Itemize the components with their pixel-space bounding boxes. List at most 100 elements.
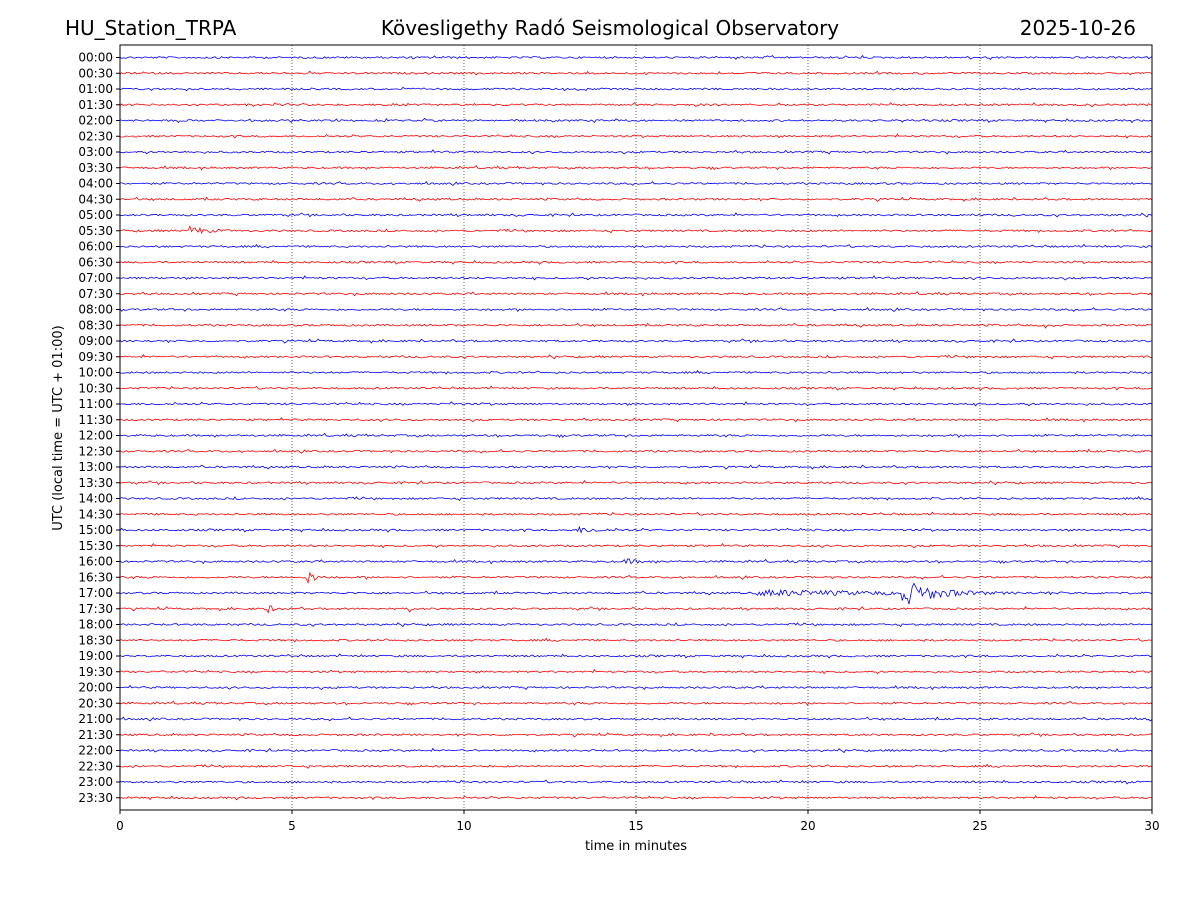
trace-2000 [119,684,1153,691]
trace-0900 [119,338,1153,344]
trace-0830 [119,322,1153,329]
x-tick-label: 15 [628,819,643,833]
trace-2130 [119,732,1153,738]
station-title: HU_Station_TRPA [65,16,237,40]
traces [119,54,1153,801]
x-tick-label: 20 [800,819,815,833]
y-tick-label: 06:00 [78,240,113,254]
y-tick-label: 15:30 [78,539,113,553]
trace-0530 [119,225,1153,235]
y-tick-label: 10:00 [78,366,113,380]
trace-1400 [119,496,1153,502]
trace-0730 [119,291,1153,297]
y-tick-label: 14:30 [78,507,113,521]
y-tick-label: 06:30 [78,255,113,269]
y-tick-label: 04:00 [78,177,113,191]
y-tick-label: 19:30 [78,665,113,679]
trace-1630 [119,571,1153,585]
trace-0430 [119,196,1153,202]
y-tick-label: 21:30 [78,728,113,742]
y-tick-label: 08:30 [78,318,113,332]
y-tick-label: 10:30 [78,381,113,395]
y-tick-label: 01:00 [78,82,113,96]
y-tick-label: 05:30 [78,224,113,238]
y-tick-label: 17:30 [78,602,113,616]
y-tick-label: 16:30 [78,570,113,584]
grid-lines [291,45,981,810]
x-tick-label: 5 [288,819,296,833]
trace-1030 [120,385,1153,391]
trace-1730 [119,605,1153,614]
y-tick-label: 02:00 [78,114,113,128]
trace-0200 [119,117,1153,124]
y-tick-label: 09:30 [78,350,113,364]
y-tick-label: 00:00 [78,51,113,65]
x-tick-label: 10 [456,819,471,833]
trace-0330 [119,165,1153,171]
y-tick-label: 15:00 [78,523,113,537]
trace-0500 [119,212,1153,218]
trace-2230 [119,763,1153,769]
y-tick-label: 20:30 [78,696,113,710]
y-tick-label: 18:00 [78,618,113,632]
trace-0600 [119,243,1153,249]
trace-1100 [119,401,1153,407]
y-tick-label: 12:30 [78,444,113,458]
x-tick-label: 0 [116,819,124,833]
y-tick-label: 03:30 [78,161,113,175]
trace-0800 [119,307,1153,313]
trace-1700 [119,582,1153,605]
y-tick-label: 22:30 [78,759,113,773]
y-tick-label: 19:00 [78,649,113,663]
trace-1230 [119,448,1153,454]
trace-1330 [119,480,1153,486]
trace-2300 [119,779,1153,785]
y-tick-label: 17:00 [78,586,113,600]
trace-0700 [119,275,1153,281]
y-tick-label: 00:30 [78,66,113,80]
trace-1800 [119,622,1153,628]
y-tick-label: 01:30 [78,98,113,112]
y-tick-label: 02:30 [78,129,113,143]
trace-0300 [119,149,1153,155]
observatory-title: Kövesligethy Radó Seismological Observat… [381,16,839,40]
date-title: 2025-10-26 [1020,16,1136,40]
x-ticks: 0 5 10 15 20 25 30 [116,810,1160,833]
y-tick-label: 07:00 [78,271,113,285]
y-tick-label: 23:00 [78,775,113,789]
trace-1930 [119,669,1153,675]
trace-2200 [119,747,1153,754]
y-tick-label: 16:00 [78,555,113,569]
y-tick-label: 23:30 [78,791,113,805]
trace-1900 [119,653,1153,659]
trace-1300 [119,464,1153,470]
trace-0030 [119,70,1153,76]
trace-0230 [119,133,1153,139]
trace-0000 [119,54,1153,60]
trace-1000 [119,370,1153,375]
y-tick-label: 09:00 [78,334,113,348]
trace-0630 [119,259,1153,265]
trace-1600 [119,558,1153,565]
x-tick-label: 25 [972,819,987,833]
y-tick-label: 08:00 [78,303,113,317]
y-axis-label: UTC (local time = UTC + 01:00) [51,325,66,530]
trace-2330 [119,795,1153,801]
trace-2030 [119,700,1153,706]
y-tick-label: 12:00 [78,429,113,443]
trace-1500 [119,525,1153,534]
trace-2100 [119,716,1153,722]
y-tick-label: 13:30 [78,476,113,490]
y-tick-label: 11:30 [78,413,113,427]
trace-1130 [119,417,1153,423]
y-tick-label: 21:00 [78,712,113,726]
trace-0400 [120,181,1153,186]
y-tick-label: 20:00 [78,681,113,695]
trace-0100 [119,86,1153,92]
y-tick-label: 03:00 [78,145,113,159]
y-tick-label: 11:00 [78,397,113,411]
y-tick-label: 07:30 [78,287,113,301]
y-tick-label: 18:30 [78,633,113,647]
